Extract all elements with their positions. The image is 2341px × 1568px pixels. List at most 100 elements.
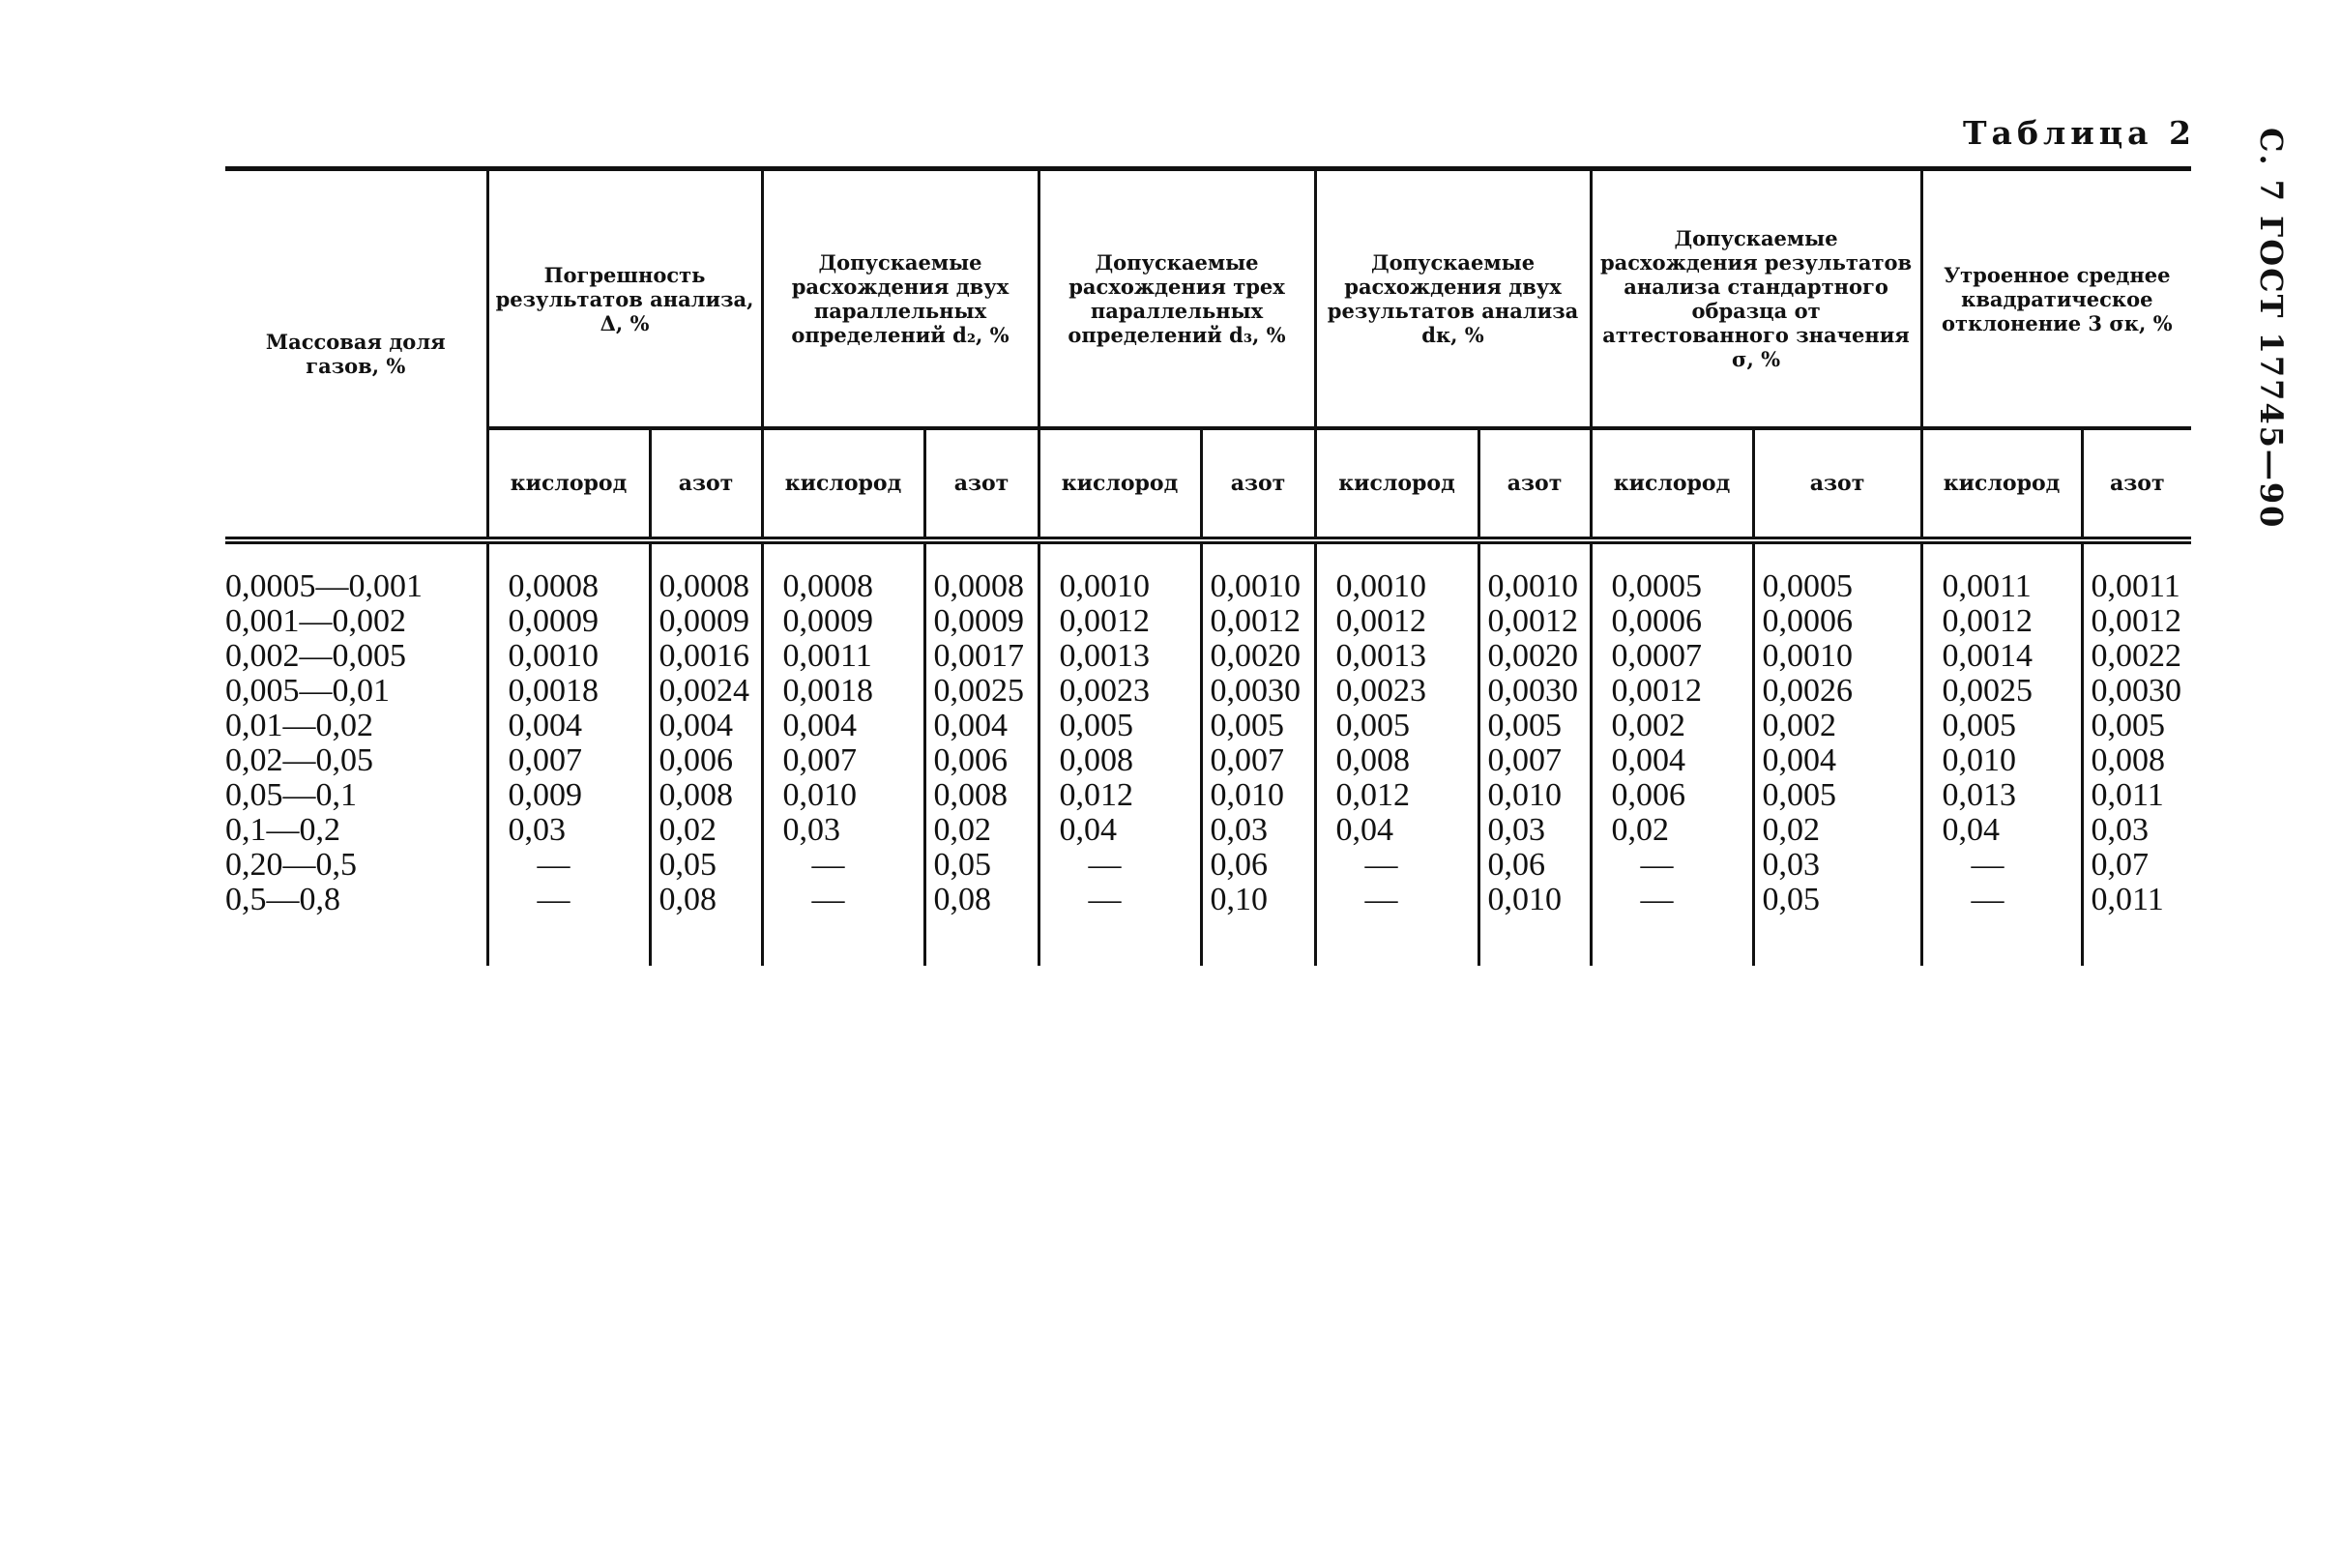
row-label: 0,01—0,02 [225, 708, 373, 743]
table-cell: — [1364, 847, 1398, 883]
table-cell: 0,0024 [658, 673, 750, 709]
table-cell: — [1971, 882, 2004, 917]
table-cell: 0,006 [1611, 777, 1686, 813]
table-cell: 0,03 [1762, 847, 1821, 883]
subheader-oxygen: кислород [1313, 426, 1479, 544]
table-cell: 0,004 [782, 708, 858, 743]
table-cell: — [1640, 847, 1674, 883]
table-cell: 0,0013 [1059, 638, 1151, 674]
subheader-nitrogen: азот [648, 426, 762, 544]
table-cell: 0,010 [1210, 777, 1285, 813]
subheader-oxygen: кислород [1919, 426, 2083, 544]
data-column: 0,0011 0,0012 0,0014 0,0025 0,005 0,010 0,013 0… [1919, 540, 2083, 966]
table-cell: 0,0020 [1487, 638, 1579, 674]
data-column: 0,0008 0,0009 0,0010 0,0018 0,004 0,007 0,009 0… [485, 540, 650, 966]
table-cell: 0,03 [1210, 812, 1269, 848]
table-cell: 0,0008 [782, 568, 874, 604]
table-cell: 0,0022 [2091, 638, 2182, 674]
table-cell: 0,0016 [658, 638, 750, 674]
table-cell: 0,0012 [1942, 603, 2034, 639]
data-column: 0,0010 0,0012 0,0013 0,0023 0,005 0,008 0,012 0… [1313, 540, 1479, 966]
table-cell: 0,008 [1059, 742, 1134, 778]
table-cell: 0,008 [2091, 742, 2166, 778]
table-cell: 0,0005 [1611, 568, 1703, 604]
subheader-oxygen: кислород [1589, 426, 1754, 544]
table-cell: 0,0018 [782, 673, 874, 709]
table-cell: 0,03 [2091, 812, 2150, 848]
table-cell: 0,0008 [658, 568, 750, 604]
subheader-oxygen: кислород [485, 426, 650, 544]
table-cell: 0,04 [1059, 812, 1118, 848]
row-label: 0,20—0,5 [225, 847, 357, 883]
table-cell: 0,013 [1942, 777, 2017, 813]
table-cell: 0,05 [658, 847, 717, 883]
table-cell: 0,0026 [1762, 673, 1854, 709]
table-cell: 0,03 [1487, 812, 1546, 848]
table-title: Таблица 2 [1963, 114, 2196, 152]
table-cell: 0,0012 [1611, 673, 1703, 709]
subheader-oxygen: кислород [1037, 426, 1202, 544]
table-cell: 0,011 [2091, 777, 2164, 813]
table-cell: 0,0006 [1611, 603, 1703, 639]
table-cell: 0,0009 [933, 603, 1025, 639]
table-cell: 0,03 [508, 812, 567, 848]
table-cell: 0,005 [1762, 777, 1837, 813]
table-cell: — [811, 882, 845, 917]
table-cell: 0,02 [933, 812, 992, 848]
table-cell: — [1971, 847, 2004, 883]
table-cell: 0,007 [1210, 742, 1285, 778]
subheader-nitrogen: азот [1751, 426, 1922, 544]
table-cell: 0,0011 [2091, 568, 2180, 604]
row-label: 0,005—0,01 [225, 673, 390, 709]
table-cell: 0,0009 [658, 603, 750, 639]
table-cell: 0,0030 [2091, 673, 2182, 709]
table-cell: 0,0010 [1762, 638, 1854, 674]
table-cell: — [1364, 882, 1398, 917]
table-cell: 0,06 [1487, 847, 1546, 883]
group-header: Допускаемые расхождения результатов анал… [1589, 166, 1922, 428]
row-label: 0,0005—0,001 [225, 568, 423, 604]
data-column: 0,0010 0,0012 0,0020 0,0030 0,005 0,007 0,010 0… [1477, 540, 1592, 966]
table-cell: 0,02 [658, 812, 717, 848]
table-cell: 0,0023 [1335, 673, 1427, 709]
table-cell: 0,02 [1611, 812, 1670, 848]
row-label: 0,5—0,8 [225, 882, 340, 917]
subheader-nitrogen: азот [2080, 426, 2192, 544]
table-cell: 0,0010 [1487, 568, 1579, 604]
table-cell: 0,05 [1762, 882, 1821, 917]
data-table: Массовая доля газов, % Погрешность резул… [225, 166, 2192, 966]
table-cell: 0,005 [1487, 708, 1563, 743]
table-cell: — [811, 847, 845, 883]
row-label: 0,05—0,1 [225, 777, 357, 813]
table-cell: 0,010 [782, 777, 858, 813]
data-column: 0,0010 0,0012 0,0013 0,0023 0,005 0,008 0,012 0… [1037, 540, 1202, 966]
table-cell: 0,005 [1942, 708, 2017, 743]
table-cell: 0,008 [658, 777, 734, 813]
table-cell: 0,04 [1942, 812, 2001, 848]
page-side-label: С. 7 ГОСТ 17745—90 [2253, 128, 2292, 529]
table-cell: 0,004 [1762, 742, 1837, 778]
table-cell: 0,010 [1487, 777, 1563, 813]
table-cell: 0,0012 [1210, 603, 1302, 639]
table-cell: 0,0025 [933, 673, 1025, 709]
table-cell: — [1088, 882, 1122, 917]
table-cell: 0,08 [933, 882, 992, 917]
row-label: 0,002—0,005 [225, 638, 406, 674]
table-cell: 0,0030 [1210, 673, 1302, 709]
table-cell: 0,0012 [2091, 603, 2182, 639]
table-cell: 0,008 [933, 777, 1009, 813]
table-cell: 0,0012 [1059, 603, 1151, 639]
subheader-nitrogen: азот [1199, 426, 1316, 544]
table-cell: 0,0018 [508, 673, 600, 709]
table-cell: 0,008 [1335, 742, 1411, 778]
data-column: 0,0010 0,0012 0,0020 0,0030 0,005 0,007 0,010 0… [1199, 540, 1316, 966]
table-cell: 0,03 [782, 812, 841, 848]
table-cell: 0,006 [933, 742, 1009, 778]
table-cell: 0,02 [1762, 812, 1821, 848]
table-cell: — [537, 847, 571, 883]
subheader-nitrogen: азот [1477, 426, 1592, 544]
table-cell: 0,012 [1335, 777, 1411, 813]
row-label: 0,02—0,05 [225, 742, 373, 778]
table-cell: 0,006 [658, 742, 734, 778]
table-cell: 0,0030 [1487, 673, 1579, 709]
